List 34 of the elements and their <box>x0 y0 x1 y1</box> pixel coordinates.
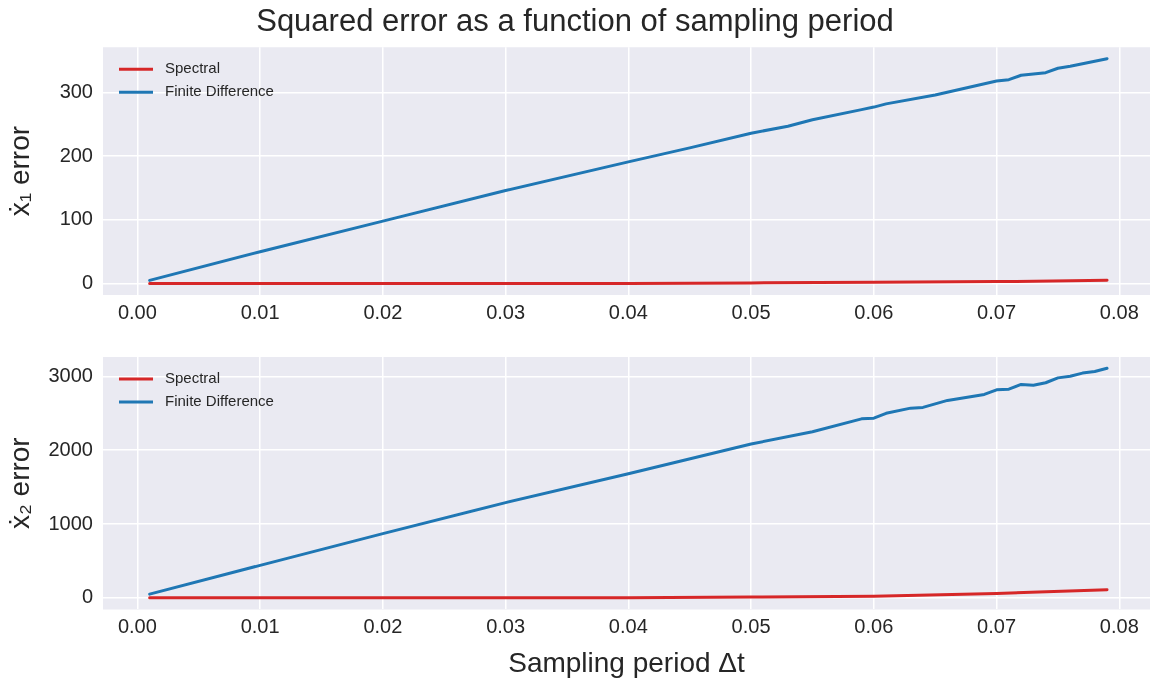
x-tick-label: 0.05 <box>731 614 771 637</box>
x-tick-label: 0.04 <box>608 300 648 323</box>
x-axis-title: Sampling period Δt <box>508 646 746 678</box>
y-tick-label: 1000 <box>48 511 93 534</box>
x-tick-label: 0.06 <box>854 300 894 323</box>
x-tick-label: 0.02 <box>363 614 403 637</box>
y-tick-label: 200 <box>59 143 93 166</box>
x-tick-label: 0.05 <box>731 300 771 323</box>
y-axis-title: ẋ₁ error <box>3 125 35 217</box>
y-tick-label: 300 <box>59 79 93 102</box>
legend-label: Finite Difference <box>165 392 274 410</box>
x-tick-label: 0.08 <box>1099 614 1139 637</box>
chart-title: Squared error as a function of sampling period <box>256 3 894 39</box>
x-tick-label: 0.02 <box>363 300 403 323</box>
legend-label: Finite Difference <box>165 82 274 100</box>
x-tick-label: 0.07 <box>977 300 1017 323</box>
x-tick-label: 0.01 <box>240 300 280 323</box>
x-tick-label: 0.00 <box>117 614 157 637</box>
x-tick-label: 0.01 <box>240 614 280 637</box>
x-tick-label: 0.03 <box>486 300 526 323</box>
y-tick-label: 0 <box>81 585 93 608</box>
y-axis-title: ẋ₂ error <box>3 437 35 530</box>
legend-label: Spectral <box>165 369 221 387</box>
legend-label: Spectral <box>165 59 221 77</box>
y-tick-label: 100 <box>59 207 93 230</box>
y-tick-label: 3000 <box>48 363 93 386</box>
y-tick-label: 2000 <box>48 437 93 460</box>
x-tick-label: 0.00 <box>117 300 157 323</box>
y-tick-label: 0 <box>81 271 93 294</box>
x-tick-label: 0.07 <box>977 614 1017 637</box>
x-tick-label: 0.04 <box>608 614 648 637</box>
x-tick-label: 0.08 <box>1099 300 1139 323</box>
x-tick-label: 0.03 <box>486 614 526 637</box>
x-tick-label: 0.06 <box>854 614 894 637</box>
